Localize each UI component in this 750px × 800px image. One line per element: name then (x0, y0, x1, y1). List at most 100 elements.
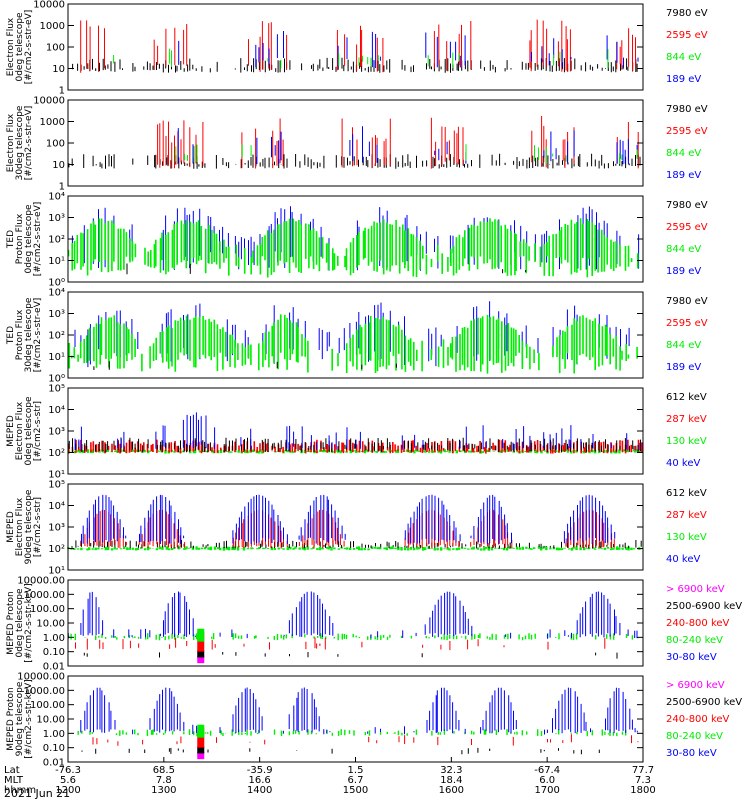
trace-green (68, 314, 638, 374)
x-axis: Lat -76.3 68.5 -35.9 1.5 32.3 -67.4 77.7 MLT 5.6 7… (4, 757, 656, 796)
legend-entry: 40 keV (666, 554, 700, 565)
y-tick-label: 10⁵ (48, 480, 65, 491)
x-tick-label: 32.3 (440, 765, 462, 776)
y-axis-label: Proton Flux (15, 309, 25, 360)
x-tick-label: 1700 (534, 785, 559, 796)
y-tick-label: 1 (59, 182, 65, 193)
y-axis-label: Electron Flux (15, 401, 25, 460)
y-tick-label: 10¹ (48, 256, 65, 267)
legend-entry: 287 keV (666, 414, 707, 425)
trace-black (93, 361, 397, 370)
y-tick-label: 10.00 (36, 619, 65, 630)
panel-5: 10¹ 10² 10³ 10⁴ 10⁵ MEPED Electron Flux 0deg te… (6, 384, 707, 481)
y-tick-label: 1.00 (43, 633, 65, 644)
legend-entry: 2595 eV (666, 30, 708, 41)
trace-red (80, 19, 636, 73)
y-axis-label: 90deg telescope (15, 681, 25, 756)
y-axis-label: 30deg telescope (24, 297, 34, 372)
panel-frame (67, 99, 644, 187)
burst-black (197, 746, 205, 754)
y-tick-label: 100.00 (30, 700, 65, 711)
traces (67, 494, 642, 551)
y-tick-label: 10000 (33, 0, 65, 11)
y-axis-label: Electron Flux (6, 113, 16, 172)
trace-black (68, 153, 641, 169)
trace-blue (178, 31, 639, 68)
legend-entry: > 6900 keV (666, 680, 725, 691)
y-axis: 1 10 100 1000 10000 (33, 0, 643, 97)
panel-frame (67, 291, 644, 379)
y-tick-label: 10² (48, 331, 65, 342)
legend-entry: 240-800 keV (666, 618, 730, 629)
y-tick-label: 1000 (40, 117, 65, 128)
legend-entry: 30-80 keV (666, 652, 717, 663)
legend-entry: 40 keV (666, 458, 700, 469)
panel-frame (67, 579, 644, 667)
legend-entry: 2500-6900 keV (666, 697, 742, 708)
trace-black (72, 57, 638, 73)
y-axis-label: 0deg telescope (15, 12, 25, 82)
y-tick-label: 10³ (48, 213, 65, 224)
y-axis-label: 0deg telescope (24, 204, 34, 274)
y-axis-label: [#/cm2-s-str] (33, 401, 43, 461)
trace-black (81, 747, 600, 755)
x-tick-label: 1500 (343, 785, 368, 796)
legend: 612 keV 287 keV 130 keV 40 keV (666, 392, 707, 469)
legend-entry: 7980 eV (666, 104, 708, 115)
legend-entry: 612 keV (666, 392, 707, 403)
y-axis: 10¹ 10² 10³ 10⁴ 10⁵ (48, 480, 643, 577)
legend-entry: 189 eV (666, 170, 701, 181)
legend: > 6900 keV 2500-6900 keV 240-800 keV 80-240… (666, 680, 742, 759)
trace-green (68, 633, 639, 641)
trace-green (67, 449, 642, 454)
y-tick-label: 10³ (48, 427, 65, 438)
traces (67, 206, 640, 278)
burst-black (197, 650, 205, 658)
legend: > 6900 keV 2500-6900 keV 240-800 keV 80-240… (666, 584, 742, 663)
x-tick-label: -76.3 (55, 765, 81, 776)
x-tick-label: 1600 (439, 785, 464, 796)
y-axis-label: [#/cm2-s-str-keV] (24, 583, 34, 662)
legend-entry: 2595 eV (666, 126, 708, 137)
trace-black (126, 263, 527, 275)
legend-entry: 189 eV (666, 362, 701, 373)
x-tick-label: -35.9 (247, 765, 273, 776)
traces (68, 301, 638, 374)
y-axis-label: [#/cm2-s-str-eV] (33, 202, 43, 277)
legend-entry: 2595 eV (666, 222, 708, 233)
x-tick-label: 1400 (247, 785, 272, 796)
traces (72, 19, 639, 73)
legend: 7980 eV 2595 eV 844 eV 189 eV (666, 296, 708, 373)
y-tick-label: 10³ (48, 309, 65, 320)
y-tick-label: 10⁴ (48, 501, 65, 512)
trace-blue (80, 687, 638, 735)
burst-green (197, 724, 205, 738)
x-tick-label: 16.6 (249, 775, 271, 786)
y-tick-label: 10 (52, 160, 65, 171)
y-axis: 10⁰ 10¹ 10² 10³ 10⁴ (48, 192, 643, 289)
x-tick-label: 18.4 (440, 775, 462, 786)
trace-blue (74, 301, 630, 368)
legend-entry: 7980 eV (666, 200, 708, 211)
y-axis-label: [#/cm2-s-str-eV] (24, 106, 34, 181)
x-tick-label: 7.3 (635, 775, 651, 786)
panel-7: 0.01 0.10 1.00 10.00 100.00 1000.00 10000.00ME… (6, 576, 742, 673)
trace-green (77, 729, 627, 737)
panel-1: 1 10 100 1000 10000 Electron Flux 0deg telesco… (6, 0, 708, 97)
trace-red (157, 116, 639, 169)
y-axis-label: MEPED Proton (6, 591, 16, 654)
y-axis-label: Electron Flux (15, 497, 25, 556)
trace-blue (67, 591, 638, 639)
y-tick-label: 10⁴ (48, 405, 65, 416)
date-label: 2021 Jun 21 (4, 787, 70, 800)
y-axis-label: MEPED (6, 415, 16, 447)
y-tick-label: 10000 (33, 96, 65, 107)
y-tick-label: 0.01 (43, 662, 65, 673)
y-tick-label: 10.00 (36, 715, 65, 726)
y-tick-label: 10¹ (48, 352, 65, 363)
legend-entry: 2595 eV (666, 318, 708, 329)
legend-entry: 80-240 keV (666, 731, 723, 742)
x-tick-label: 6.0 (539, 775, 555, 786)
y-tick-label: 10³ (48, 523, 65, 534)
